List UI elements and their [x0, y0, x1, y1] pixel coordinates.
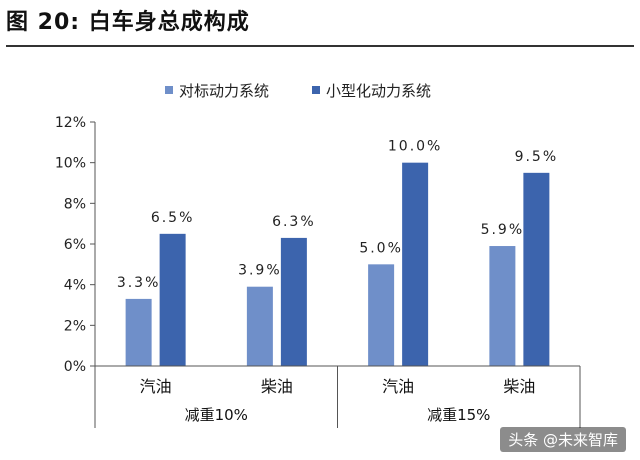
y-tick-label: 8% — [64, 196, 86, 212]
y-tick-label: 12% — [55, 115, 86, 131]
bar-chart: 对标动力系统 小型化动力系统 0%2%4%6%8%10%12% 3.3%6.5%3… — [55, 82, 581, 428]
legend-label-2: 小型化动力系统 — [326, 82, 431, 100]
x-category-label-2: 柴油 — [261, 377, 293, 396]
data-label-1-1: 3.3% — [117, 275, 161, 291]
legend-swatch-1 — [165, 86, 173, 94]
y-tick-label: 0% — [64, 359, 86, 375]
y-tick-label: 6% — [64, 237, 86, 253]
bar-1-1 — [125, 298, 152, 366]
x-group-label-1: 减重10% — [185, 406, 248, 424]
bar-2-2 — [280, 237, 307, 366]
data-label-2-4: 9.5% — [515, 149, 559, 165]
bar-1-4 — [489, 246, 516, 366]
bar-2-4 — [523, 172, 550, 366]
data-label-1-3: 5.0% — [359, 240, 403, 256]
legend-label-1: 对标动力系统 — [179, 82, 269, 100]
y-tick-label: 4% — [64, 278, 86, 294]
watermark: 头条 @未来智库 — [500, 427, 626, 452]
bars: 3.3% 6.5% 3.9% 6.3% 5.0% 10.0% 5.9% 9.5% — [117, 139, 559, 366]
bar-2-3 — [402, 162, 429, 366]
bar-2-1 — [159, 233, 186, 366]
figure-title: 图 20: 白车身总成构成 — [6, 10, 250, 35]
x-category-label-4: 柴油 — [503, 377, 535, 396]
y-tick-label: 10% — [55, 156, 86, 172]
data-label-2-2: 6.3% — [272, 214, 316, 230]
title-divider — [6, 45, 634, 47]
bar-1-2 — [246, 286, 273, 366]
x-category-label-3: 汽油 — [382, 377, 414, 396]
data-label-1-4: 5.9% — [481, 222, 525, 238]
x-category-label-1: 汽油 — [140, 377, 172, 396]
y-tick-label: 2% — [64, 318, 86, 334]
data-label-2-3: 10.0% — [388, 139, 442, 155]
legend-swatch-2 — [312, 86, 320, 94]
legend: 对标动力系统 小型化动力系统 — [165, 82, 431, 100]
y-axis: 0% 2% 4% 6% 8% 10% 12% — [55, 115, 96, 375]
data-label-1-2: 3.9% — [238, 263, 282, 279]
bar-1-3 — [368, 264, 395, 366]
data-label-2-1: 6.5% — [151, 210, 195, 226]
x-group-label-2: 减重15% — [427, 406, 490, 424]
